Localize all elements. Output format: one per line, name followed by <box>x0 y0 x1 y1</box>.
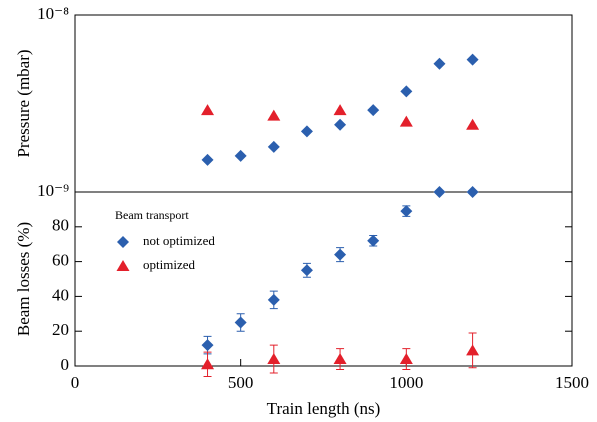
diamond-marker <box>201 153 214 166</box>
diamond-marker <box>267 140 280 153</box>
legend-title: Beam transport <box>115 208 189 222</box>
triangle-marker <box>399 115 413 127</box>
diamond-marker <box>117 236 129 248</box>
y-axis-label: Beam losses (%) <box>14 222 33 336</box>
x-tick-label: 500 <box>228 373 254 392</box>
triangle-marker <box>201 358 215 370</box>
triangle-marker <box>399 353 413 365</box>
y-tick-label: 0 <box>61 355 70 374</box>
diamond-marker <box>433 57 446 70</box>
top-frame <box>74 14 573 193</box>
y-axis-label: Pressure (mbar) <box>14 49 33 157</box>
triangle-marker <box>116 260 130 271</box>
diamond-marker <box>433 186 446 198</box>
legend-label: optimized <box>143 257 195 272</box>
diamond-marker <box>267 293 280 306</box>
y-tick-label: 10⁻⁹ <box>37 181 69 200</box>
diamond-marker <box>466 53 479 66</box>
diamond-marker <box>201 339 214 352</box>
diamond-marker <box>400 205 413 218</box>
diamond-marker <box>367 234 380 247</box>
y-tick-label: 20 <box>52 320 69 339</box>
diamond-marker <box>300 264 313 277</box>
diamond-marker <box>300 125 313 138</box>
y-tick-label: 10⁻⁸ <box>37 4 69 23</box>
triangle-marker <box>201 104 215 116</box>
triangle-marker <box>267 109 281 121</box>
x-tick-label: 1500 <box>555 373 589 392</box>
legend-label: not optimized <box>143 233 215 248</box>
triangle-marker <box>333 104 347 116</box>
x-tick-label: 1000 <box>389 373 423 392</box>
triangle-marker <box>466 344 480 356</box>
diamond-marker <box>234 149 247 162</box>
diamond-marker <box>367 104 380 117</box>
bottom-frame <box>74 191 573 367</box>
triangle-marker <box>267 353 281 365</box>
diamond-marker <box>334 118 347 131</box>
triangle-marker <box>333 353 347 365</box>
diamond-marker <box>234 316 247 329</box>
triangle-marker <box>466 118 480 130</box>
x-tick-label: 0 <box>71 373 80 392</box>
y-tick-label: 80 <box>52 216 69 235</box>
y-tick-label: 40 <box>52 285 69 304</box>
x-axis-label: Train length (ns) <box>267 399 381 418</box>
y-tick-label: 60 <box>52 251 69 270</box>
diamond-marker <box>334 248 347 261</box>
diamond-marker <box>400 85 413 98</box>
diamond-marker <box>466 186 479 198</box>
